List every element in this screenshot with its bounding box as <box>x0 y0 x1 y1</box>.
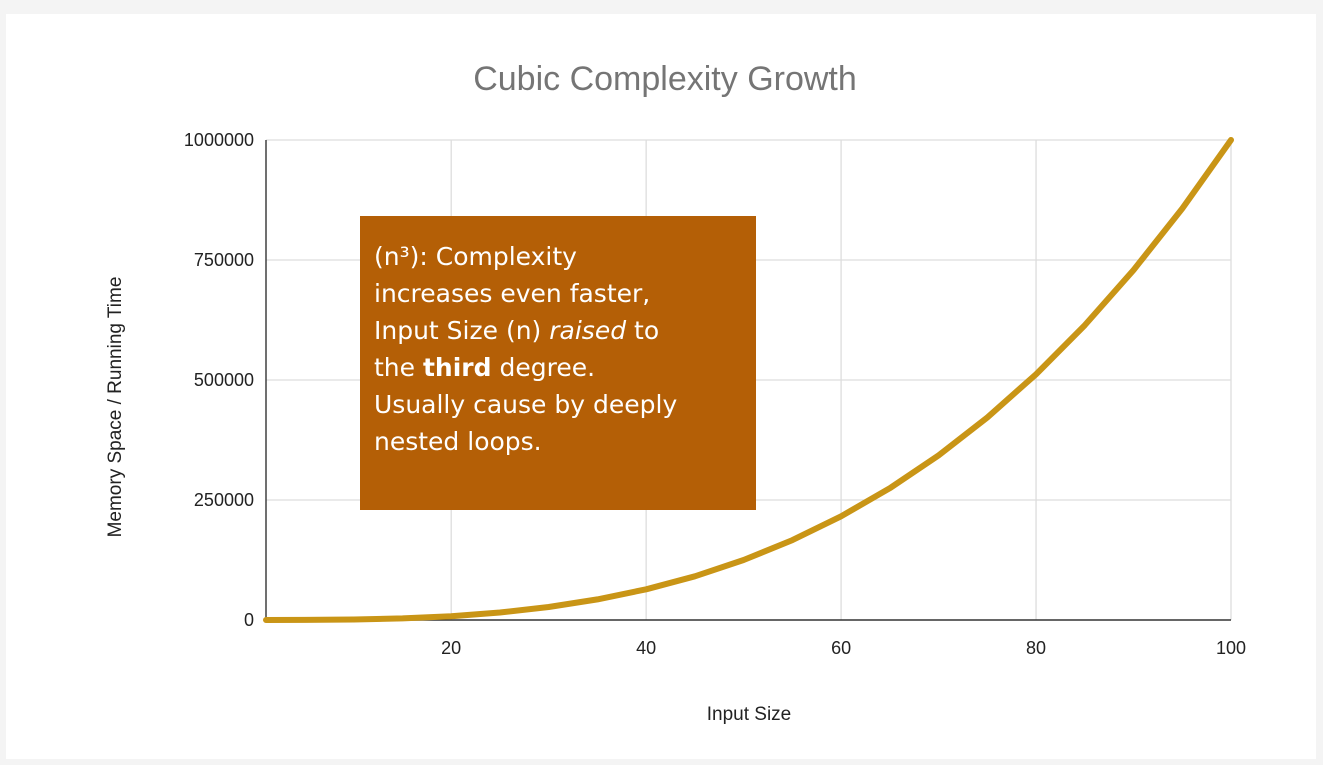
annotation-text: increases even faster, <box>374 279 651 308</box>
annotation-line: nested loops. <box>374 423 742 460</box>
annotation-text: to <box>626 316 660 345</box>
x-axis-label: Input Size <box>707 704 792 725</box>
annotation-text: nested loops. <box>374 427 542 456</box>
y-axis-label: Memory Space / Running Time <box>105 277 126 538</box>
x-tick-label: 60 <box>831 638 851 658</box>
annotation-bold-text: third <box>422 353 492 382</box>
annotation-line: Usually cause by deeply <box>374 386 742 423</box>
annotation-callout: (n³): Complexity increases even faster, … <box>360 216 756 510</box>
annotation-italic-text: raised <box>549 316 627 345</box>
y-tick-labels: 0 250000 500000 750000 1000000 <box>184 130 254 630</box>
annotation-line: Input Size (n) raised to <box>374 312 742 349</box>
annotation-text: (n³): Complexity <box>374 242 577 271</box>
annotation-text: the <box>374 353 423 382</box>
annotation-line: the third degree. <box>374 349 742 386</box>
annotation-text: degree. <box>491 353 596 382</box>
x-tick-label: 40 <box>636 638 656 658</box>
x-tick-label: 20 <box>441 638 461 658</box>
x-tick-labels: 20 40 60 80 100 <box>441 638 1246 658</box>
annotation-text: Input Size (n) <box>374 316 550 345</box>
x-tick-label: 100 <box>1216 638 1246 658</box>
series-group <box>263 137 1234 623</box>
y-tick-label: 750000 <box>194 250 254 270</box>
series-line <box>263 137 1234 623</box>
x-tick-label: 80 <box>1026 638 1046 658</box>
chart-title: Cubic Complexity Growth <box>473 60 857 98</box>
chart-frame: Cubic Complexity Growth 0 250000 500000 750… <box>6 14 1316 759</box>
annotation-line: increases even faster, <box>374 275 742 312</box>
y-tick-label: 500000 <box>194 370 254 390</box>
y-tick-label: 1000000 <box>184 130 254 150</box>
annotation-text: Usually cause by deeply <box>374 390 678 419</box>
annotation-line: (n³): Complexity <box>374 238 742 275</box>
y-tick-label: 0 <box>244 610 254 630</box>
y-tick-label: 250000 <box>194 490 254 510</box>
